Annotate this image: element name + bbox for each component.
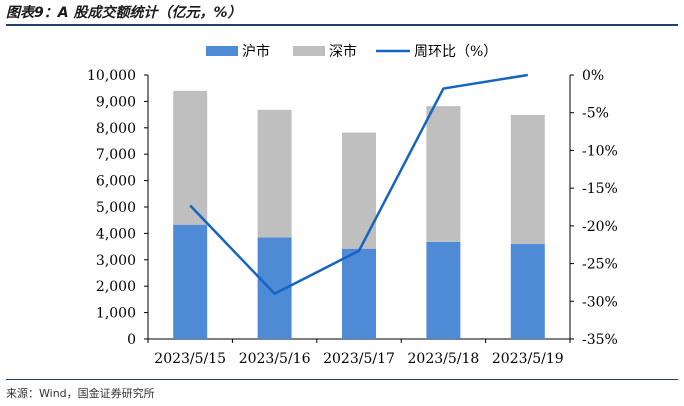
chart: 0 1,000 2,000 3,000 4,000 5,000 6,000 7,000 8,00… bbox=[87, 43, 618, 367]
x-tick-label: 2023/5/16 bbox=[239, 351, 311, 367]
legend-swatch-shenzhen bbox=[293, 46, 325, 56]
title-rule bbox=[6, 24, 678, 26]
right-tick-label: -20% bbox=[582, 219, 618, 235]
right-tick-label: 0% bbox=[582, 68, 604, 84]
right-tick-label: -25% bbox=[582, 257, 618, 273]
bar-shanghai bbox=[173, 224, 208, 339]
x-tick-label: 2023/5/15 bbox=[154, 351, 226, 367]
legend-label-line: 周环比（%） bbox=[414, 44, 497, 60]
legend-swatch-shanghai bbox=[206, 46, 238, 56]
left-tick-label: 10,000 bbox=[87, 68, 136, 84]
left-tick-label: 4,000 bbox=[96, 226, 136, 242]
legend-label-shanghai: 沪市 bbox=[242, 43, 270, 60]
bar-shenzhen bbox=[173, 90, 208, 225]
right-tick-label: -35% bbox=[582, 332, 618, 348]
right-tick-label: -30% bbox=[582, 294, 618, 310]
bar-shenzhen bbox=[426, 106, 461, 242]
left-tick-label: 8,000 bbox=[96, 121, 136, 137]
left-tick-label: 5,000 bbox=[96, 200, 136, 216]
bar-shanghai bbox=[510, 243, 545, 339]
bar-shenzhen bbox=[342, 132, 376, 249]
bar-shanghai bbox=[342, 248, 376, 339]
x-tick-label: 2023/5/18 bbox=[408, 351, 480, 367]
bar-shenzhen bbox=[257, 109, 292, 238]
left-tick-label: 2,000 bbox=[96, 279, 136, 295]
figure-title: 图表9：A 股成交额统计（亿元，%） bbox=[6, 5, 242, 21]
source-note: 来源：Wind，国金证券研究所 bbox=[6, 387, 155, 400]
source-rule bbox=[6, 379, 678, 380]
left-tick-label: 9,000 bbox=[96, 94, 136, 110]
bar-shenzhen bbox=[510, 114, 545, 244]
right-tick-label: -15% bbox=[582, 181, 618, 197]
left-tick-label: 3,000 bbox=[96, 253, 136, 269]
right-tick-label: -5% bbox=[582, 106, 609, 122]
x-tick-label: 2023/5/19 bbox=[492, 351, 564, 367]
left-tick-label: 6,000 bbox=[96, 174, 136, 190]
left-tick-label: 0 bbox=[127, 332, 136, 348]
left-tick-label: 1,000 bbox=[96, 306, 136, 322]
legend-label-shenzhen: 深市 bbox=[329, 43, 357, 60]
left-tick-label: 7,000 bbox=[96, 147, 136, 163]
bar-shanghai bbox=[426, 241, 461, 339]
right-tick-label: -10% bbox=[582, 143, 618, 159]
x-tick-label: 2023/5/17 bbox=[323, 351, 395, 367]
